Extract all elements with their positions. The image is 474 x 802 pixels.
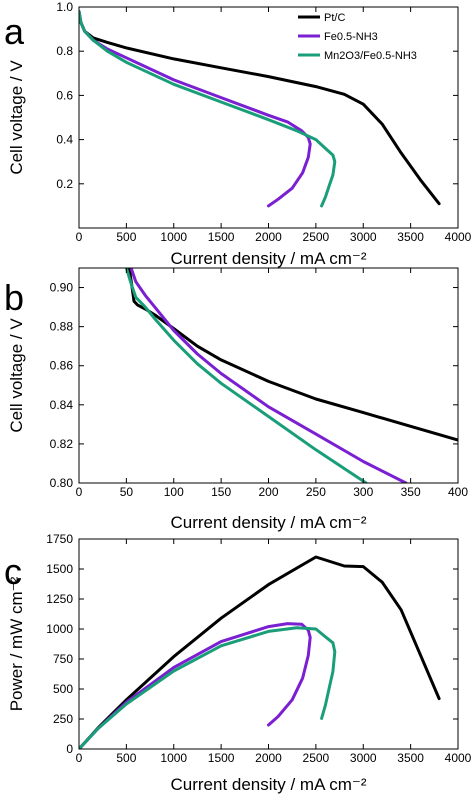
- plot-frame: [78, 267, 459, 484]
- x-tick-label: 100: [164, 485, 184, 499]
- x-tick-label: 2000: [255, 230, 282, 244]
- series-line-pt-c: [79, 555, 441, 749]
- y-tick-label: 1500: [46, 562, 73, 576]
- y-axis-label: Cell voltage / V: [7, 318, 26, 433]
- series-line-mn2o3-fe0-5-nh3: [79, 626, 337, 749]
- x-axis-label: Current density / mA cm⁻²: [170, 775, 366, 794]
- y-axis-label: Cell voltage / V: [7, 60, 26, 175]
- x-tick-label: 200: [258, 485, 278, 499]
- series-line-pt-c: [79, 9, 441, 206]
- y-tick-label: 0.82: [50, 437, 74, 451]
- chart-panel-c: c 0 500 1000 1500 2000 2500 3000 3500 4000 0 250 500…: [4, 532, 472, 794]
- series-line-pt-c: [127, 268, 458, 442]
- series-line-fe0-5-nh3: [129, 268, 408, 483]
- series-line-mn2o3-fe0-5-nh3: [79, 9, 337, 208]
- x-tick-label: 4000: [445, 751, 472, 765]
- x-tick-label: 3000: [350, 230, 377, 244]
- x-tick-label: 4000: [445, 230, 472, 244]
- y-tick-label: 500: [53, 682, 73, 696]
- y-tick-label: 0.90: [50, 281, 74, 295]
- x-tick-label: 0: [76, 230, 83, 244]
- x-axis-label: Current density / mA cm⁻²: [170, 249, 366, 268]
- y-tick-label: 1750: [46, 532, 73, 546]
- x-tick-label: 1000: [160, 230, 187, 244]
- y-tick-label: 0.86: [50, 359, 74, 373]
- x-tick-label: 1000: [160, 751, 187, 765]
- y-tick-label: 0.6: [56, 88, 73, 102]
- plot-frame: [78, 538, 459, 750]
- plot-frame: [78, 6, 459, 229]
- y-tick-label: 0: [66, 742, 73, 756]
- y-axis-label: Power / mW cm⁻²: [7, 576, 26, 711]
- y-tick-label: 0.2: [56, 177, 73, 191]
- panel-label-c: c: [4, 551, 22, 592]
- x-tick-label: 250: [306, 485, 326, 499]
- x-tick-label: 2500: [303, 230, 330, 244]
- y-tick-label: 750: [53, 652, 73, 666]
- x-tick-label: 0: [76, 485, 83, 499]
- x-tick-label: 3500: [397, 230, 424, 244]
- x-tick-label: 500: [116, 751, 136, 765]
- panel-label-b: b: [4, 277, 24, 318]
- chart-panel-a: a 0 500 1000 1500 2000 2500 3000 3500 4000 0.2 0.4 0…: [4, 0, 472, 268]
- y-tick-label: 1.0: [56, 0, 73, 14]
- legend-label: Mn2O3/Fe0.5-NH3: [324, 50, 417, 62]
- x-tick-label: 2500: [303, 751, 330, 765]
- y-tick-label: 1000: [46, 622, 73, 636]
- x-tick-label: 2000: [255, 751, 282, 765]
- panel-label-a: a: [4, 11, 25, 52]
- x-tick-label: 350: [401, 485, 421, 499]
- series-line-fe0-5-nh3: [79, 9, 312, 208]
- x-tick-label: 1500: [208, 751, 235, 765]
- y-tick-label: 0.8: [56, 44, 73, 58]
- x-tick-label: 300: [353, 485, 373, 499]
- series-line-mn2o3-fe0-5-nh3: [124, 268, 368, 483]
- y-tick-label: 0.88: [50, 320, 74, 334]
- x-tick-label: 150: [211, 485, 231, 499]
- x-tick-label: 400: [448, 485, 468, 499]
- x-tick-label: 500: [116, 230, 136, 244]
- x-tick-label: 0: [76, 751, 83, 765]
- y-tick-label: 0.80: [50, 476, 74, 490]
- x-tick-label: 1500: [208, 230, 235, 244]
- legend-label: Fe0.5-NH3: [324, 31, 378, 43]
- y-tick-label: 250: [53, 712, 73, 726]
- y-tick-label: 1250: [46, 592, 73, 606]
- x-axis-label: Current density / mA cm⁻²: [170, 513, 366, 532]
- x-tick-label: 3000: [350, 751, 377, 765]
- legend-label: Pt/C: [324, 12, 345, 24]
- chart-panel-b: b 0 50 100 150 200 250 300 350 400 0.80 0.82 0.84 0.8…: [4, 267, 468, 532]
- x-tick-label: 50: [120, 485, 134, 499]
- legend: Pt/C Fe0.5-NH3 Mn2O3/Fe0.5-NH3: [298, 12, 417, 62]
- y-tick-label: 0.4: [56, 133, 73, 147]
- y-tick-label: 0.84: [50, 398, 74, 412]
- series-line-fe0-5-nh3: [79, 622, 312, 749]
- x-tick-label: 3500: [397, 751, 424, 765]
